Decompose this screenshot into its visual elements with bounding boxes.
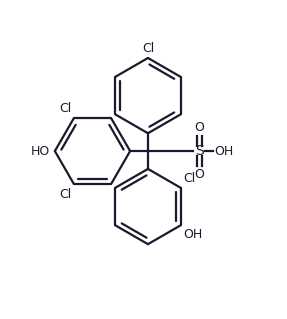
- Text: Cl: Cl: [142, 42, 154, 55]
- Text: OH: OH: [183, 228, 203, 241]
- Text: OH: OH: [214, 145, 234, 158]
- Text: HO: HO: [31, 145, 50, 158]
- Text: Cl: Cl: [59, 101, 72, 115]
- Text: Cl: Cl: [59, 188, 72, 201]
- Text: O: O: [195, 168, 204, 181]
- Text: S: S: [195, 144, 204, 158]
- Text: Cl: Cl: [183, 172, 196, 185]
- Text: O: O: [195, 121, 204, 134]
